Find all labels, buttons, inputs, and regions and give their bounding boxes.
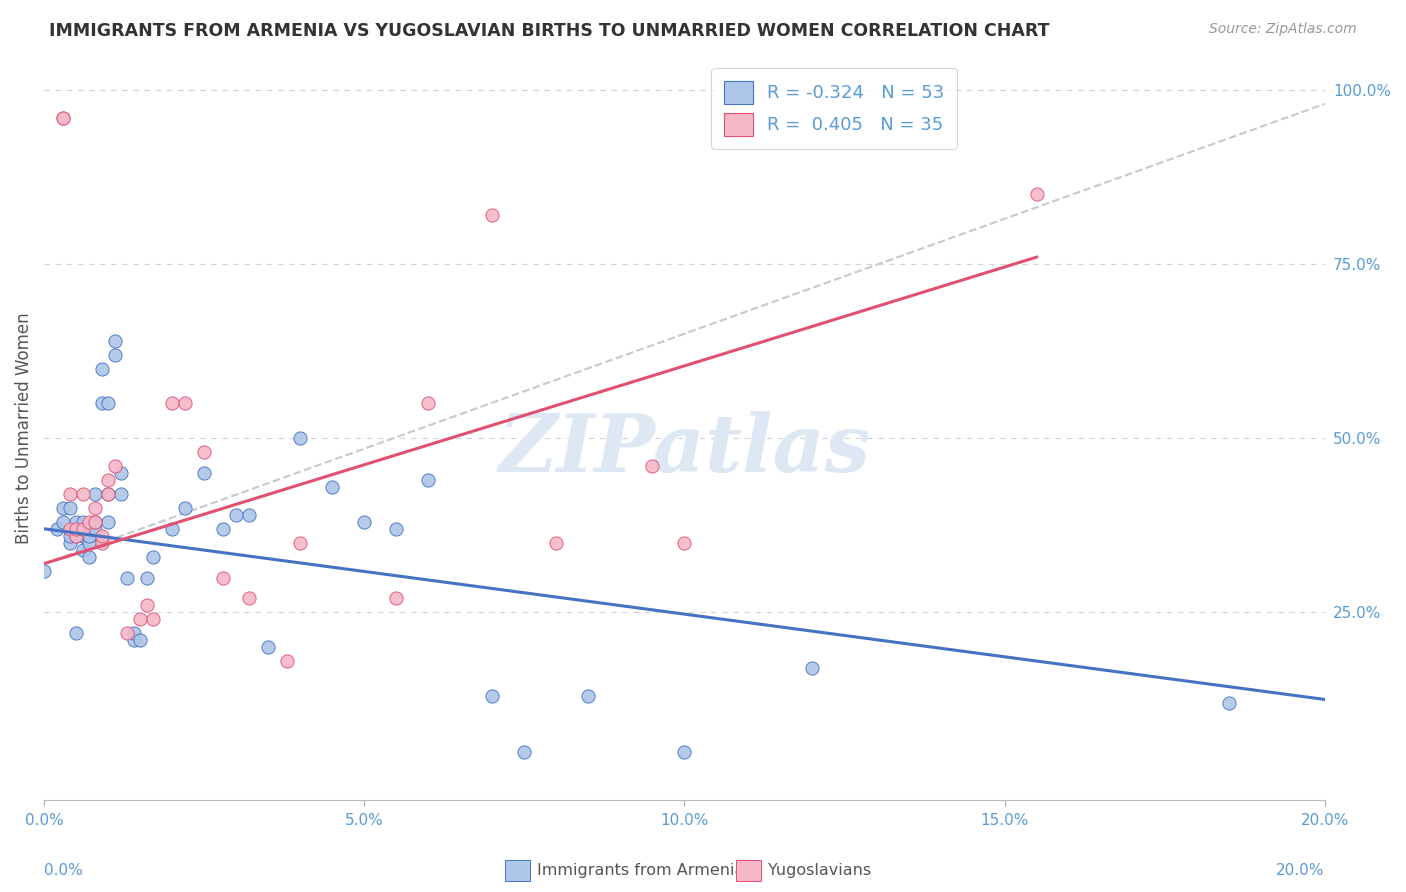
Point — [418, 473, 440, 487]
Point — [193, 466, 215, 480]
Point — [238, 508, 260, 522]
Point — [135, 570, 157, 584]
Point — [290, 431, 312, 445]
Point — [72, 487, 94, 501]
Point — [546, 535, 568, 549]
Point — [52, 500, 75, 515]
Point — [117, 626, 139, 640]
Point — [90, 535, 112, 549]
Point — [59, 529, 82, 543]
Text: 20.0%: 20.0% — [1277, 863, 1324, 878]
Text: Source: ZipAtlas.com: Source: ZipAtlas.com — [1209, 22, 1357, 37]
Point — [142, 612, 165, 626]
Point — [84, 515, 107, 529]
Point — [641, 459, 664, 474]
Point — [97, 473, 120, 487]
Point — [193, 445, 215, 459]
Point — [97, 487, 120, 501]
Point — [52, 515, 75, 529]
Point — [72, 529, 94, 543]
Point — [160, 522, 183, 536]
Point — [1218, 696, 1240, 710]
Point — [673, 745, 696, 759]
Point — [90, 529, 112, 543]
Point — [90, 361, 112, 376]
Point — [65, 515, 87, 529]
Point — [481, 689, 503, 703]
Point — [59, 522, 82, 536]
Point — [160, 396, 183, 410]
Point — [129, 612, 152, 626]
Point — [72, 522, 94, 536]
Point — [212, 522, 235, 536]
Point — [84, 515, 107, 529]
Point — [129, 633, 152, 648]
Point — [122, 626, 145, 640]
Point — [321, 480, 343, 494]
Point — [77, 535, 100, 549]
Text: 0.0%: 0.0% — [44, 863, 83, 878]
Point — [65, 529, 87, 543]
Point — [212, 570, 235, 584]
Point — [72, 529, 94, 543]
Point — [97, 487, 120, 501]
Point — [59, 535, 82, 549]
Point — [238, 591, 260, 606]
Point — [84, 500, 107, 515]
Point — [103, 348, 125, 362]
Point — [673, 535, 696, 549]
Text: IMMIGRANTS FROM ARMENIA VS YUGOSLAVIAN BIRTHS TO UNMARRIED WOMEN CORRELATION CHA: IMMIGRANTS FROM ARMENIA VS YUGOSLAVIAN B… — [49, 22, 1050, 40]
Point — [257, 640, 280, 655]
Point — [513, 745, 536, 759]
Point — [77, 515, 100, 529]
Point — [110, 487, 132, 501]
Point — [481, 208, 503, 222]
Point — [72, 515, 94, 529]
Point — [72, 542, 94, 557]
Point — [801, 661, 824, 675]
Point — [65, 522, 87, 536]
Point — [385, 591, 408, 606]
Point — [59, 500, 82, 515]
Point — [385, 522, 408, 536]
Point — [122, 633, 145, 648]
Point — [290, 535, 312, 549]
Point — [276, 654, 298, 668]
Point — [52, 111, 75, 125]
Point — [103, 334, 125, 348]
Text: Immigrants from Armenia: Immigrants from Armenia — [537, 863, 745, 878]
Point — [142, 549, 165, 564]
Legend: R = -0.324   N = 53, R =  0.405   N = 35: R = -0.324 N = 53, R = 0.405 N = 35 — [711, 68, 957, 149]
Point — [97, 396, 120, 410]
Point — [135, 599, 157, 613]
Point — [59, 487, 82, 501]
Point — [353, 515, 375, 529]
Point — [65, 529, 87, 543]
Text: ZIPatlas: ZIPatlas — [498, 411, 870, 489]
Point — [225, 508, 247, 522]
Point — [97, 515, 120, 529]
Point — [52, 111, 75, 125]
Point — [45, 522, 67, 536]
Point — [103, 459, 125, 474]
Point — [576, 689, 599, 703]
Point — [174, 396, 197, 410]
Text: Yugoslavians: Yugoslavians — [768, 863, 870, 878]
Point — [65, 626, 87, 640]
Point — [117, 570, 139, 584]
Point — [32, 564, 55, 578]
Point — [84, 522, 107, 536]
Point — [1025, 187, 1047, 202]
Point — [174, 500, 197, 515]
Point — [418, 396, 440, 410]
Y-axis label: Births to Unmarried Women: Births to Unmarried Women — [15, 312, 32, 543]
Point — [90, 396, 112, 410]
Point — [77, 549, 100, 564]
Point — [84, 487, 107, 501]
Point — [110, 466, 132, 480]
Point — [77, 529, 100, 543]
